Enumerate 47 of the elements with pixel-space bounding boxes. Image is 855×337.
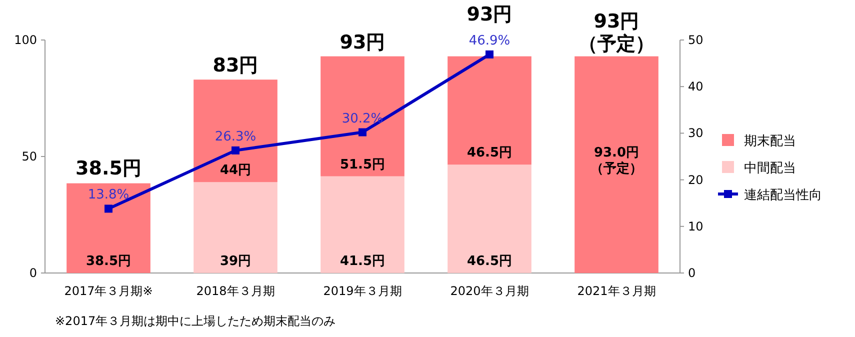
bar [448,164,532,273]
y2-tick-label: 0 [688,266,696,280]
legend-label: 中間配当 [744,161,796,176]
y2-tick-label: 30 [688,126,704,140]
bar [194,80,278,182]
bar [66,183,150,273]
data-label: 93.0円（予定） [590,146,642,176]
data-label: 38.5円 [86,254,132,269]
x-tick-label: 2021年３月期 [577,284,656,298]
y-tick-label: 100 [14,33,37,47]
data-label: 46.5円 [466,254,512,269]
text: ※2017年３月期は期中に上場したため期末配当のみ [55,314,336,328]
data-label: 26.3% [214,129,256,144]
data-label: 41.5円 [340,254,386,269]
total-label: 93円（予定） [578,10,654,56]
total-label: 38.5円 [76,158,142,180]
data-label: 30.2% [342,111,384,126]
total-label: 83円 [212,54,258,77]
legend-label: 連結配当性向 [744,188,822,203]
y2-tick-label: 20 [688,172,704,187]
x-tick-label: 2018年３月期 [196,284,275,298]
point [486,50,494,58]
point [232,146,240,154]
data-label: 51.5円 [340,157,386,172]
y-tick-label: 0 [29,266,37,280]
data-label: 39円 [220,254,252,269]
y2-tick-label: 40 [688,80,704,94]
point [358,128,366,136]
x-tick-label: 2017年３月期※ [64,284,153,298]
y2-tick-label: 10 [688,219,704,234]
y2-tick-label: 50 [688,33,704,47]
point [104,204,112,213]
data-label: 44円 [220,163,252,178]
bar [574,56,658,273]
bar [448,56,532,165]
total-label: 93円 [340,31,386,54]
x-tick-label: 2020年３月期 [450,284,529,298]
data-label: 13.8% [88,188,130,203]
legend-label: 期末配当 [744,134,796,149]
y-tick-label: 50 [22,150,37,164]
data-label: 46.9% [468,33,510,48]
bar [320,56,404,176]
bar [320,176,404,273]
data-label: 46.5円 [466,146,512,161]
bar [194,182,278,273]
x-tick-label: 2019年３月期 [323,284,402,298]
total-label: 93円 [466,3,512,26]
